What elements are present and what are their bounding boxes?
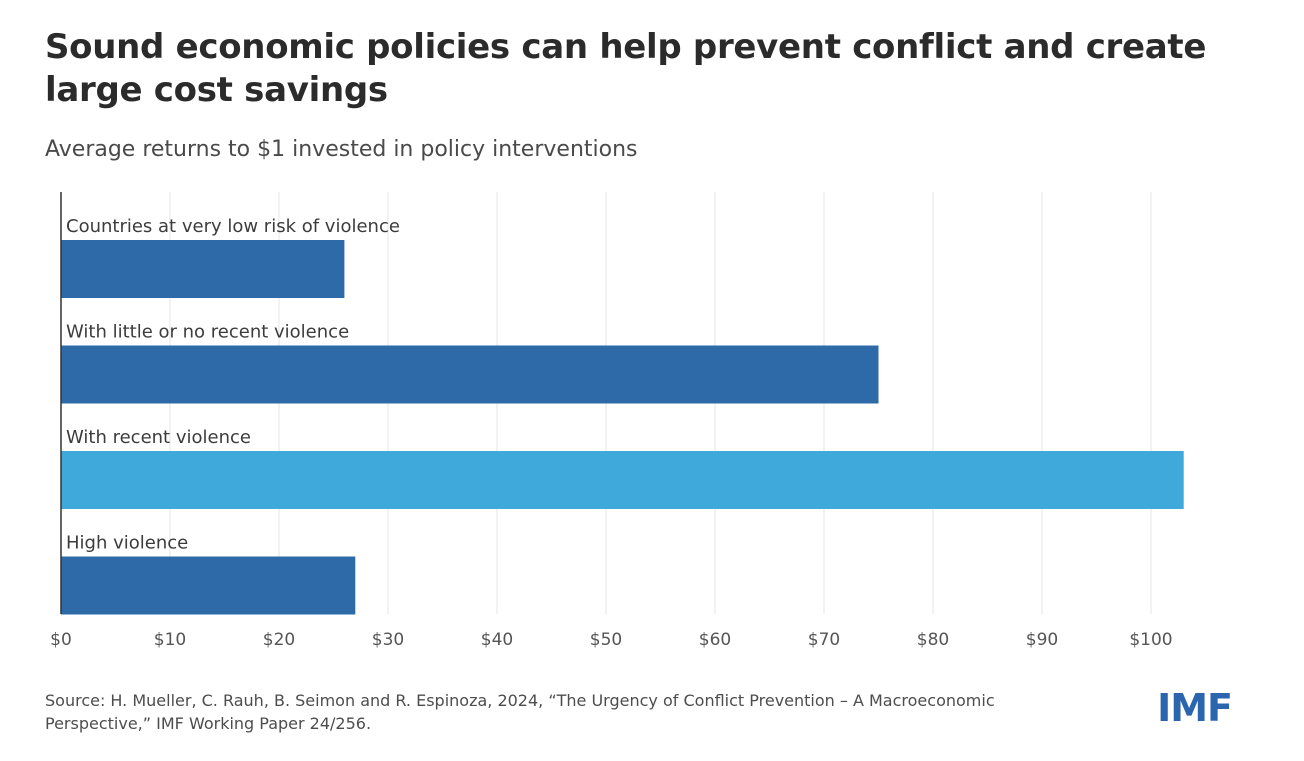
x-tick-label: $20 [263, 630, 295, 650]
bar [61, 451, 1184, 509]
x-tick-label: $40 [481, 630, 513, 650]
x-tick-label: $70 [808, 630, 840, 650]
chart-subtitle: Average returns to $1 invested in policy… [45, 137, 638, 162]
x-axis-ticks: $0 $10 $20 $30 $40 $50 $60 $70 $80 $90 $100 [50, 630, 1172, 650]
bar [61, 240, 345, 298]
bars [61, 240, 1184, 615]
category-label: High violence [66, 533, 188, 554]
category-label: With little or no recent violence [66, 322, 349, 343]
x-tick-label: $100 [1129, 630, 1172, 650]
category-labels: Countries at very low risk of violence Wi… [66, 216, 400, 554]
x-tick-label: $90 [1026, 630, 1058, 650]
bar [61, 345, 879, 404]
bar [61, 556, 356, 615]
category-label: Countries at very low risk of violence [66, 216, 400, 237]
x-tick-label: $30 [372, 630, 404, 650]
x-tick-label: $10 [154, 630, 186, 650]
imf-logo: IMF [1157, 686, 1233, 730]
bar-chart: Countries at very low risk of violence Wi… [50, 192, 1184, 650]
category-label: With recent violence [66, 427, 251, 448]
chart-title: Sound economic policies can help prevent… [45, 27, 1207, 110]
x-tick-label: $0 [50, 630, 72, 650]
x-tick-label: $80 [917, 630, 949, 650]
source-note: Source: H. Mueller, C. Rauh, B. Seimon a… [45, 691, 995, 733]
x-tick-label: $60 [699, 630, 731, 650]
x-tick-label: $50 [590, 630, 622, 650]
